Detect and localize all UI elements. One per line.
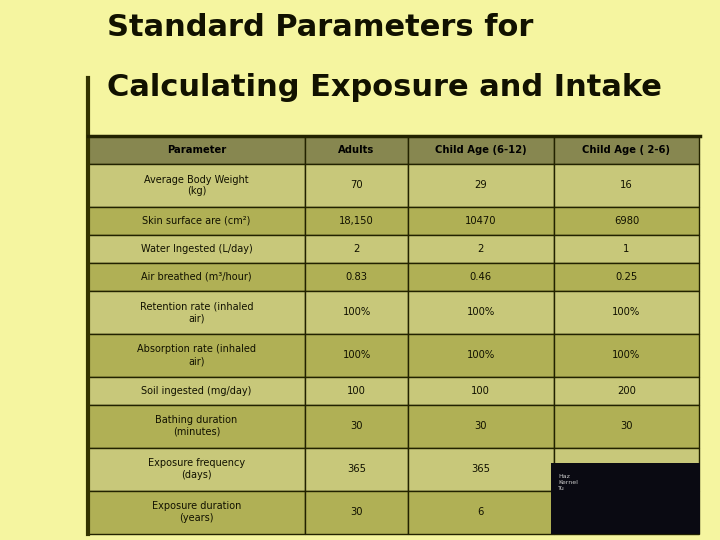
- Bar: [88, 164, 305, 207]
- Text: Air breathed (m³/hour): Air breathed (m³/hour): [141, 272, 252, 282]
- Bar: [305, 448, 408, 490]
- Text: 100%: 100%: [343, 350, 371, 360]
- Bar: [408, 263, 554, 291]
- Text: 100: 100: [472, 386, 490, 396]
- Text: 0.25: 0.25: [616, 272, 637, 282]
- Bar: [408, 404, 554, 448]
- Bar: [305, 377, 408, 404]
- Text: Bathing duration
(minutes): Bathing duration (minutes): [156, 415, 238, 437]
- Text: Adults: Adults: [338, 145, 374, 155]
- Bar: [305, 291, 408, 334]
- Text: 30: 30: [620, 421, 633, 431]
- Text: 30: 30: [474, 421, 487, 431]
- Bar: [408, 490, 554, 534]
- Bar: [305, 334, 408, 377]
- Bar: [305, 136, 408, 164]
- Bar: [408, 334, 554, 377]
- Bar: [88, 136, 305, 164]
- Text: Absorption rate (inhaled
air): Absorption rate (inhaled air): [137, 345, 256, 366]
- Bar: [408, 136, 554, 164]
- Text: Child Age ( 2-6): Child Age ( 2-6): [582, 145, 670, 155]
- Bar: [554, 291, 699, 334]
- Text: 6980: 6980: [613, 216, 639, 226]
- Text: 365: 365: [347, 464, 366, 474]
- Bar: [88, 334, 305, 377]
- Bar: [551, 463, 700, 534]
- Bar: [88, 235, 305, 263]
- Text: 1: 1: [624, 244, 629, 254]
- Bar: [88, 448, 305, 490]
- Text: Parameter: Parameter: [167, 145, 226, 155]
- Bar: [88, 490, 305, 534]
- Bar: [88, 207, 305, 235]
- Bar: [554, 136, 699, 164]
- Text: Child Age (6-12): Child Age (6-12): [435, 145, 526, 155]
- Bar: [554, 235, 699, 263]
- Text: 30: 30: [350, 507, 363, 517]
- Text: 0.46: 0.46: [469, 272, 492, 282]
- Bar: [408, 291, 554, 334]
- Text: 100%: 100%: [467, 307, 495, 317]
- Bar: [554, 164, 699, 207]
- Bar: [88, 377, 305, 404]
- Bar: [554, 448, 699, 490]
- Bar: [305, 490, 408, 534]
- Text: 2: 2: [354, 244, 360, 254]
- Text: 365: 365: [617, 464, 636, 474]
- Text: 4: 4: [624, 507, 629, 517]
- Text: 30: 30: [350, 421, 363, 431]
- Bar: [554, 334, 699, 377]
- Bar: [554, 377, 699, 404]
- Text: 365: 365: [472, 464, 490, 474]
- Bar: [408, 235, 554, 263]
- Text: 29: 29: [474, 180, 487, 191]
- Bar: [408, 164, 554, 207]
- Bar: [305, 404, 408, 448]
- Text: Standard Parameters for: Standard Parameters for: [107, 14, 533, 43]
- Bar: [305, 235, 408, 263]
- Bar: [408, 207, 554, 235]
- Text: Retention rate (inhaled
air): Retention rate (inhaled air): [140, 301, 253, 323]
- Text: Water Ingested (L/day): Water Ingested (L/day): [140, 244, 252, 254]
- Text: 70: 70: [350, 180, 363, 191]
- Bar: [554, 404, 699, 448]
- Text: 6: 6: [477, 507, 484, 517]
- Text: 100%: 100%: [343, 307, 371, 317]
- Bar: [554, 263, 699, 291]
- Text: Calculating Exposure and Intake: Calculating Exposure and Intake: [107, 73, 662, 102]
- Text: Average Body Weight
(kg): Average Body Weight (kg): [144, 175, 249, 197]
- Text: 2: 2: [477, 244, 484, 254]
- Bar: [305, 207, 408, 235]
- Text: Soil ingested (mg/day): Soil ingested (mg/day): [141, 386, 252, 396]
- Bar: [554, 490, 699, 534]
- Text: Exposure duration
(years): Exposure duration (years): [152, 501, 241, 523]
- Text: 100%: 100%: [612, 350, 641, 360]
- Text: 18,150: 18,150: [339, 216, 374, 226]
- Bar: [408, 448, 554, 490]
- Text: 16: 16: [620, 180, 633, 191]
- Text: 0.83: 0.83: [346, 272, 367, 282]
- Bar: [88, 291, 305, 334]
- Bar: [408, 377, 554, 404]
- Bar: [88, 263, 305, 291]
- Text: 200: 200: [617, 386, 636, 396]
- Text: 100%: 100%: [467, 350, 495, 360]
- Bar: [554, 207, 699, 235]
- Text: 100%: 100%: [612, 307, 641, 317]
- Text: 10470: 10470: [465, 216, 497, 226]
- Text: Exposure frequency
(days): Exposure frequency (days): [148, 458, 245, 480]
- Bar: [88, 404, 305, 448]
- Text: 100: 100: [347, 386, 366, 396]
- Bar: [305, 263, 408, 291]
- Text: Skin surface are (cm²): Skin surface are (cm²): [143, 216, 251, 226]
- Bar: [305, 164, 408, 207]
- Text: Haz
Kernel
Tu: Haz Kernel Tu: [558, 474, 578, 491]
